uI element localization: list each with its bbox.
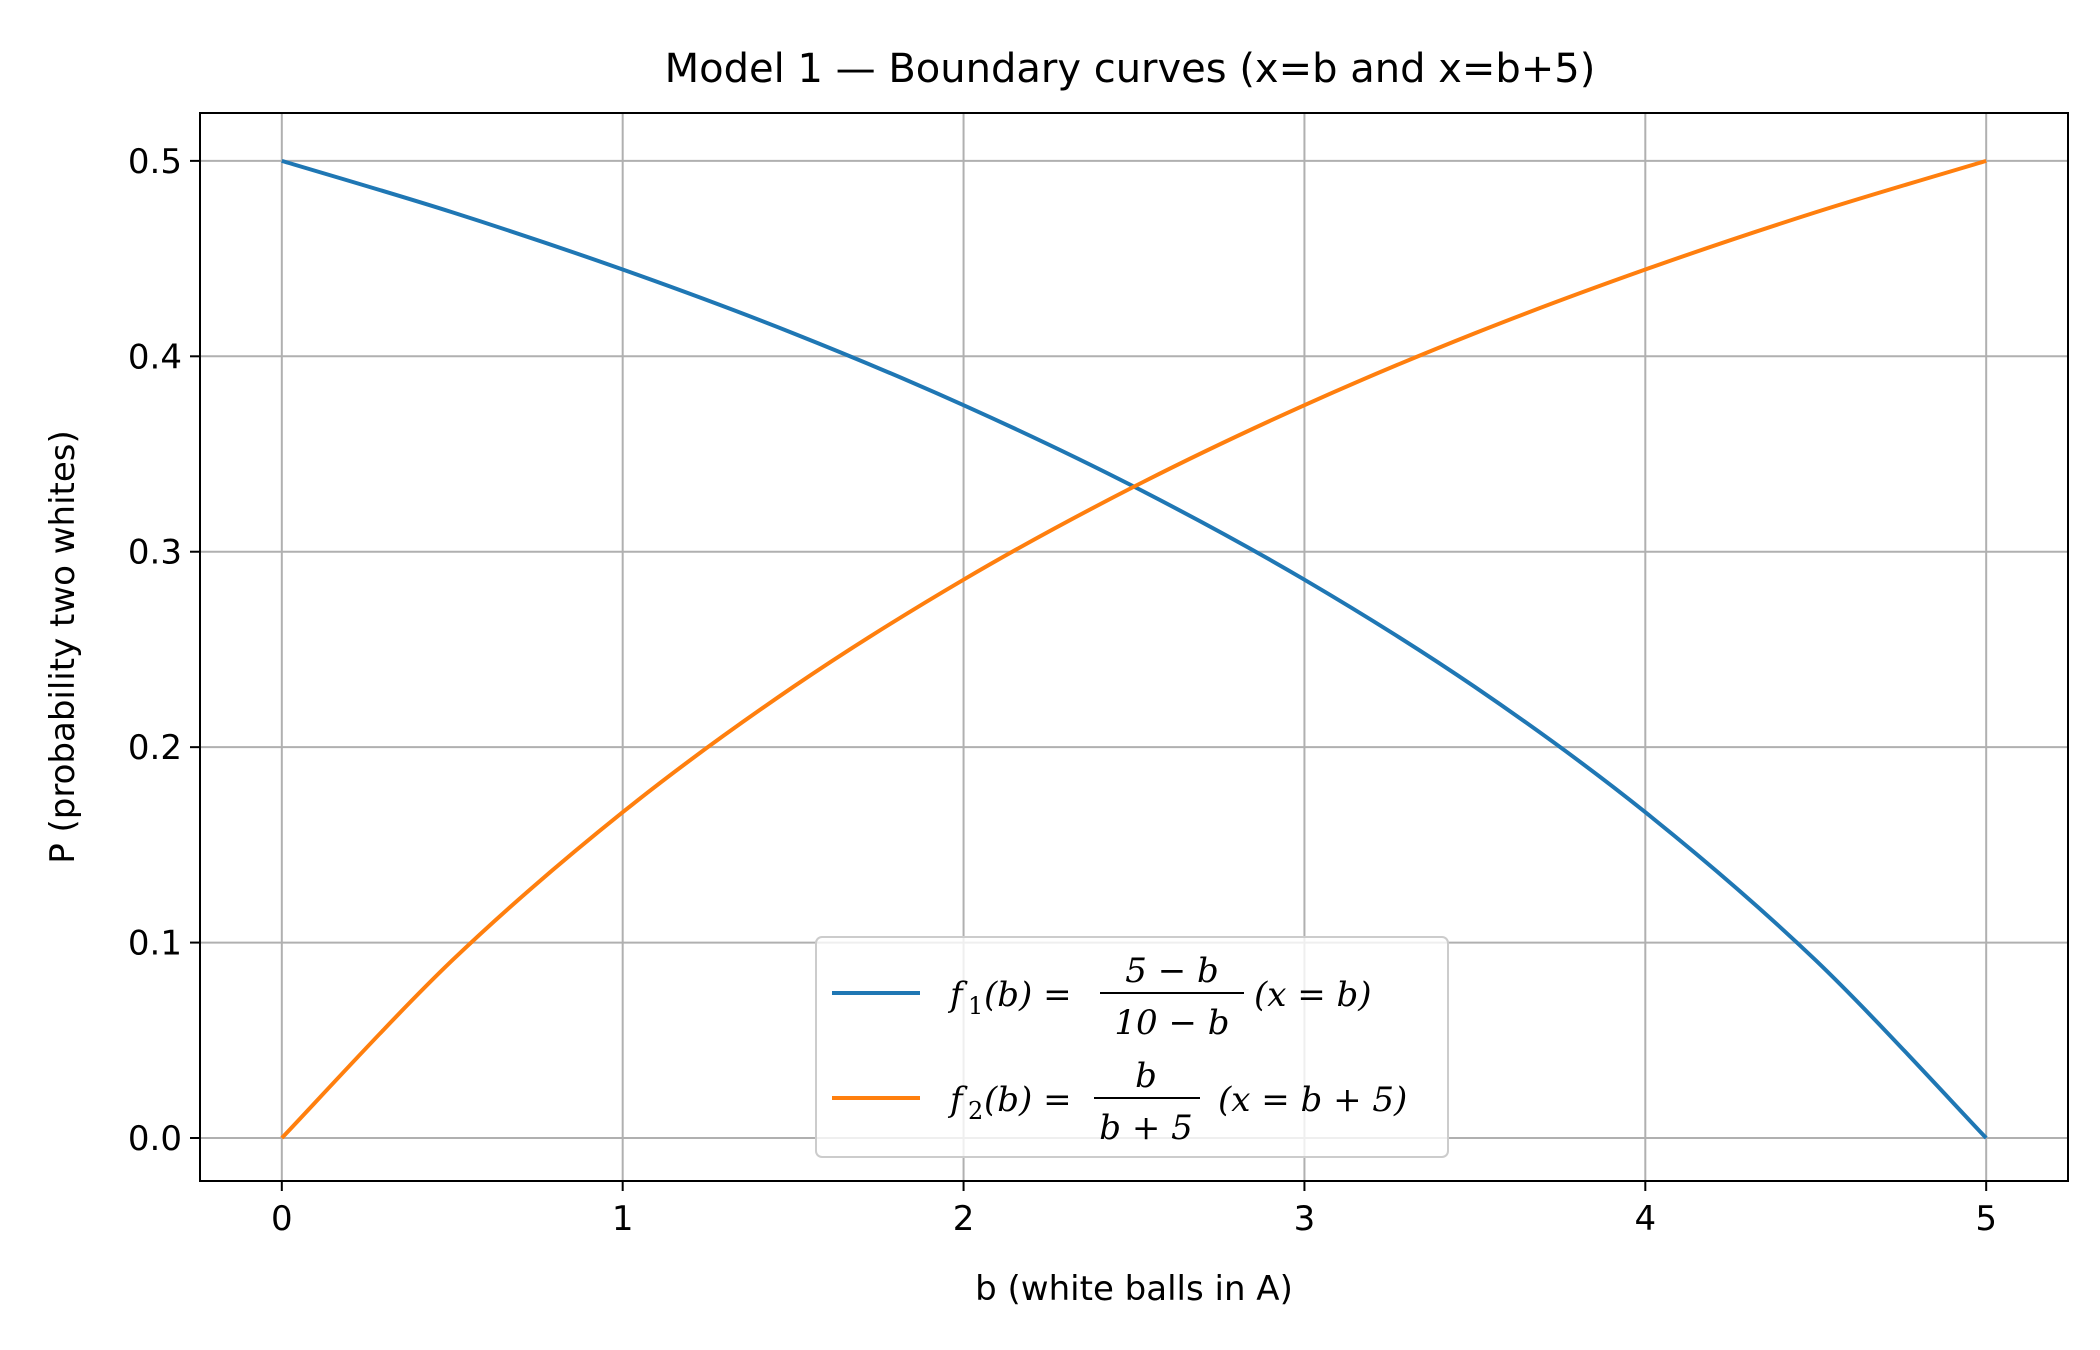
x-tick-label: 1: [612, 1199, 634, 1239]
y-tick-label: 0.3: [128, 533, 182, 573]
legend-f2-arg: (b) =: [984, 1080, 1072, 1120]
legend-f1-num: 5 − b: [1125, 951, 1219, 991]
legend-f2-num: b: [1135, 1056, 1157, 1096]
legend-entry-1: f 1 (b) = 5 − b 10 − b (x = b): [832, 951, 1372, 1043]
legend-f1-den: 10 − b: [1114, 1003, 1229, 1043]
legend-f1-tail: (x = b): [1254, 975, 1372, 1015]
legend-f1-sub: 1: [968, 992, 983, 1020]
x-tick-label: 4: [1634, 1199, 1656, 1239]
legend-box: [815, 936, 1449, 1158]
grid: [200, 113, 2068, 1181]
y-tick-label: 0.5: [128, 142, 182, 182]
legend: f 1 (b) = 5 − b 10 − b (x = b) f 2 (b) =…: [815, 936, 1449, 1158]
series-line-1: [281, 158, 1988, 1140]
y-tick-label: 0.0: [128, 1119, 182, 1159]
plot-frame: [199, 112, 2069, 1182]
series-line-2: [280, 158, 1987, 1140]
x-tick-label: 0: [271, 1199, 293, 1239]
chart-title: Model 1 — Boundary curves (x=b and x=b+5…: [665, 46, 1596, 92]
y-tick-label: 0.2: [128, 728, 182, 768]
legend-f2-sub: 2: [968, 1097, 983, 1125]
x-axis-label: b (white balls in A): [975, 1269, 1293, 1309]
y-tick-label: 0.4: [128, 337, 182, 377]
legend-f2-den: b + 5: [1099, 1108, 1193, 1148]
legend-f1-arg: (b) =: [984, 975, 1072, 1015]
ticks: 0 1 2 3 4 5 0.0 0.1 0.2 0.3 0.4 0.5: [128, 142, 1997, 1239]
x-tick-label: 5: [1975, 1199, 1997, 1239]
series-layer: [280, 158, 1988, 1140]
y-axis-label: P (probability two whites): [43, 430, 83, 864]
y-tick-label: 0.1: [128, 924, 182, 964]
legend-f2-tail: (x = b + 5): [1218, 1080, 1407, 1120]
legend-entry-2: f 2 (b) = b b + 5 (x = b + 5): [832, 1056, 1407, 1148]
x-tick-label: 3: [1294, 1199, 1316, 1239]
x-tick-label: 2: [953, 1199, 975, 1239]
